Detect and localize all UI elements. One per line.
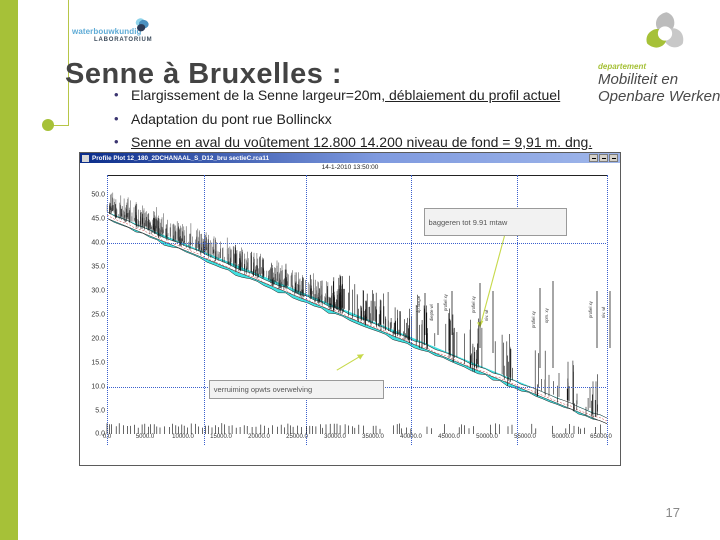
svg-text:dp.laagte: dp.laagte — [416, 295, 421, 313]
svg-text:profiel xy: profiel xy — [531, 310, 536, 328]
svg-text:opm. xy: opm. xy — [544, 307, 549, 323]
svg-text:niv. wl: niv. wl — [484, 310, 489, 321]
svg-text:profiel xy: profiel xy — [443, 293, 448, 311]
svg-text:profiel xy: profiel xy — [588, 300, 593, 318]
svg-text:diepte wl: diepte wl — [429, 304, 434, 321]
svg-text:niv. wl: niv. wl — [601, 307, 606, 318]
svg-text:profiel xy: profiel xy — [471, 295, 476, 313]
